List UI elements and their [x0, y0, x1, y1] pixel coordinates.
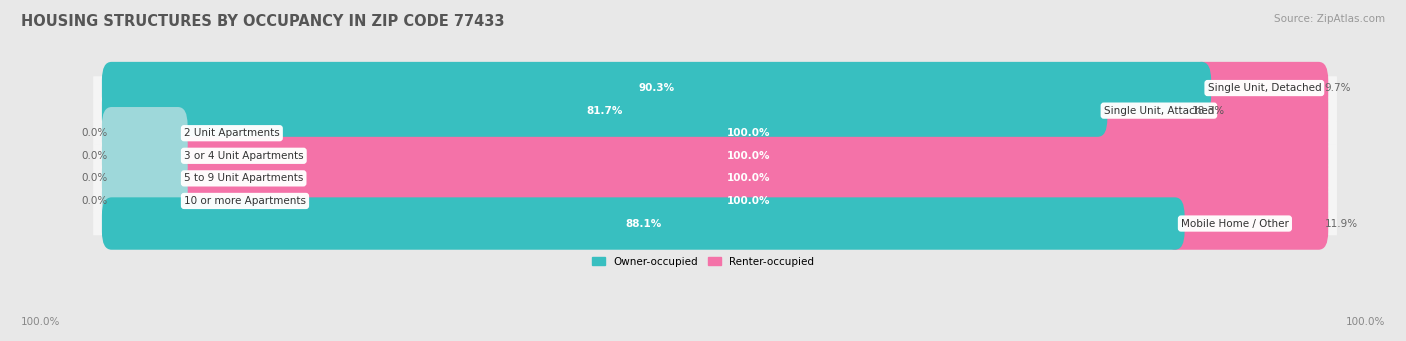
FancyBboxPatch shape: [101, 130, 187, 182]
FancyBboxPatch shape: [101, 85, 1108, 137]
Text: 0.0%: 0.0%: [82, 151, 108, 161]
Text: 11.9%: 11.9%: [1324, 219, 1358, 228]
Text: 100.0%: 100.0%: [727, 151, 770, 161]
Text: 18.3%: 18.3%: [1191, 106, 1225, 116]
FancyBboxPatch shape: [93, 212, 1337, 235]
Text: 100.0%: 100.0%: [727, 173, 770, 183]
FancyBboxPatch shape: [101, 107, 187, 159]
Text: Single Unit, Detached: Single Unit, Detached: [1208, 83, 1322, 93]
Text: 100.0%: 100.0%: [727, 128, 770, 138]
FancyBboxPatch shape: [101, 62, 1211, 114]
FancyBboxPatch shape: [1192, 62, 1329, 114]
FancyBboxPatch shape: [169, 130, 1329, 182]
FancyBboxPatch shape: [93, 189, 1337, 213]
Text: 90.3%: 90.3%: [638, 83, 675, 93]
Legend: Owner-occupied, Renter-occupied: Owner-occupied, Renter-occupied: [588, 253, 818, 271]
Text: HOUSING STRUCTURES BY OCCUPANCY IN ZIP CODE 77433: HOUSING STRUCTURES BY OCCUPANCY IN ZIP C…: [21, 14, 505, 29]
FancyBboxPatch shape: [93, 121, 1337, 145]
FancyBboxPatch shape: [93, 76, 1337, 100]
FancyBboxPatch shape: [169, 152, 1329, 205]
Text: 0.0%: 0.0%: [82, 196, 108, 206]
Text: 100.0%: 100.0%: [727, 196, 770, 206]
Text: 3 or 4 Unit Apartments: 3 or 4 Unit Apartments: [184, 151, 304, 161]
Text: Source: ZipAtlas.com: Source: ZipAtlas.com: [1274, 14, 1385, 24]
Text: 0.0%: 0.0%: [82, 128, 108, 138]
Text: Single Unit, Attached: Single Unit, Attached: [1104, 106, 1215, 116]
Text: 88.1%: 88.1%: [626, 219, 661, 228]
Text: 81.7%: 81.7%: [586, 106, 623, 116]
Text: 100.0%: 100.0%: [21, 317, 60, 327]
FancyBboxPatch shape: [101, 152, 187, 205]
Text: 0.0%: 0.0%: [82, 173, 108, 183]
Text: 9.7%: 9.7%: [1324, 83, 1351, 93]
FancyBboxPatch shape: [169, 175, 1329, 227]
FancyBboxPatch shape: [93, 144, 1337, 167]
FancyBboxPatch shape: [101, 175, 187, 227]
FancyBboxPatch shape: [93, 167, 1337, 190]
Text: 100.0%: 100.0%: [1346, 317, 1385, 327]
FancyBboxPatch shape: [101, 197, 1185, 250]
Text: 10 or more Apartments: 10 or more Apartments: [184, 196, 307, 206]
FancyBboxPatch shape: [1088, 85, 1329, 137]
FancyBboxPatch shape: [93, 99, 1337, 122]
Text: Mobile Home / Other: Mobile Home / Other: [1181, 219, 1289, 228]
FancyBboxPatch shape: [1166, 197, 1329, 250]
Text: 2 Unit Apartments: 2 Unit Apartments: [184, 128, 280, 138]
FancyBboxPatch shape: [169, 107, 1329, 159]
Text: 5 to 9 Unit Apartments: 5 to 9 Unit Apartments: [184, 173, 304, 183]
